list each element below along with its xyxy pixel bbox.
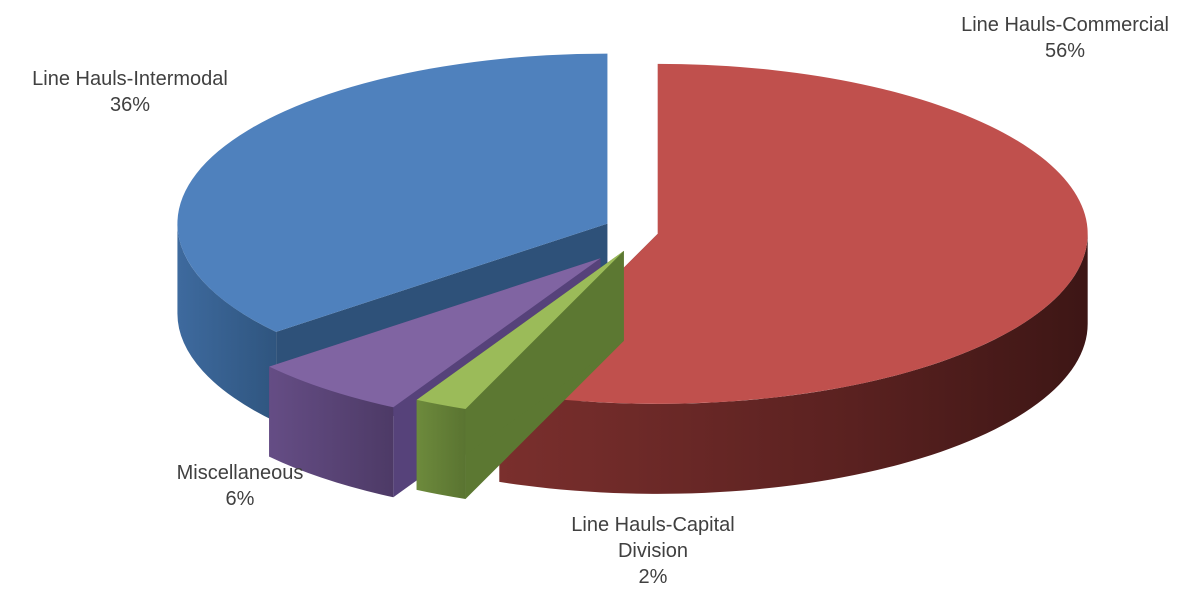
slice-side-wall (499, 233, 1088, 494)
slice-label-text: Miscellaneous (176, 462, 304, 484)
slice-label-text-line2: Division (617, 540, 689, 562)
slice-value-text: 36% (109, 94, 151, 116)
slice-label-text: Line Hauls-Commercial (961, 14, 1169, 36)
slice-label-text: Line Hauls-Capital (571, 514, 735, 536)
slice-value-text: 2% (638, 566, 668, 588)
slice-value-text: 6% (225, 488, 255, 510)
slice-label-text: Line Hauls-Intermodal (32, 68, 228, 90)
slice-top-face (416, 250, 624, 409)
data-label-intermodal: Line Hauls-Intermodal 36% (0, 66, 280, 118)
slice-top-face (269, 258, 601, 408)
data-label-capital-division: Line Hauls-Capital Division 2% (503, 512, 803, 590)
slice-side-wall (416, 399, 466, 499)
slice-top-face (499, 63, 1088, 404)
slice-side-wall (269, 366, 394, 498)
slice-cut-face (416, 250, 624, 490)
slice-side-wall (177, 223, 277, 422)
slice-value-text: 56% (1044, 40, 1086, 62)
data-label-commercial: Line Hauls-Commercial 56% (915, 12, 1200, 64)
data-label-miscellaneous: Miscellaneous 6% (90, 460, 390, 512)
slice-top-face (177, 53, 608, 332)
slice-line-hauls-capital-division (416, 250, 624, 499)
